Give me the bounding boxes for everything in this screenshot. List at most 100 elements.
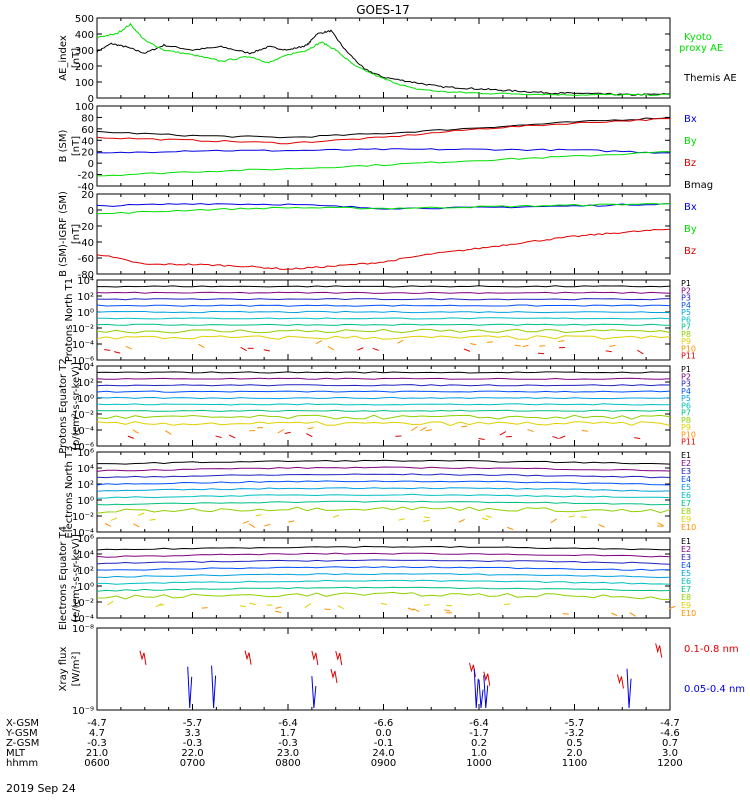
xray-segment bbox=[139, 650, 147, 665]
y-tick-label: 10⁴ bbox=[77, 464, 94, 475]
legend-label: E3 bbox=[681, 467, 691, 476]
channel-segment-p11 bbox=[357, 347, 364, 351]
y-tick-label: 10⁶ bbox=[77, 534, 94, 545]
y-tick-label: -40 bbox=[78, 182, 94, 193]
y-tick-label: 10⁻⁴ bbox=[72, 614, 94, 625]
y-axis-units: [e/(cm²-s-sr-keV)] bbox=[71, 534, 82, 622]
channel-segment-e10 bbox=[104, 522, 112, 527]
channel-segment-p10 bbox=[425, 429, 432, 432]
series-line-themis-ae bbox=[96, 29, 670, 96]
series-line-by bbox=[96, 203, 671, 215]
channel-segment-p10 bbox=[411, 426, 418, 431]
channel-line-e5 bbox=[96, 487, 671, 492]
channel-segment-e9 bbox=[304, 603, 312, 608]
axis-row-value: 0.2 bbox=[471, 738, 487, 749]
channel-segment-e9 bbox=[504, 603, 511, 605]
axis-row-value: 0.5 bbox=[567, 738, 583, 749]
channel-segment-e9 bbox=[485, 515, 492, 518]
y-tick-label: 40 bbox=[81, 136, 94, 147]
channel-segment-p10 bbox=[307, 426, 314, 430]
legend-label: P4 bbox=[681, 301, 691, 310]
channel-segment-e10 bbox=[669, 605, 676, 610]
panel-frame-ae bbox=[96, 17, 671, 99]
channel-segment-e9 bbox=[423, 604, 431, 606]
channel-segment-p11 bbox=[263, 349, 270, 352]
legend-label: proxy AE bbox=[679, 43, 723, 54]
channel-segment-p11 bbox=[499, 431, 507, 436]
channel-segment-p11 bbox=[104, 349, 111, 351]
channel-segment-p10 bbox=[469, 343, 477, 346]
axis-row-value: 4.7 bbox=[89, 728, 105, 739]
channel-segment-e10 bbox=[275, 606, 282, 609]
legend-label: E9 bbox=[681, 515, 691, 524]
legend-label: E8 bbox=[681, 507, 691, 516]
series-line-kyoto-proxy-ae bbox=[96, 22, 671, 97]
axis-row-value: 0700 bbox=[180, 758, 205, 769]
axis-row-value: -6.4 bbox=[278, 718, 298, 729]
axis-row-value: 21.0 bbox=[86, 748, 108, 759]
y-tick-label: 20 bbox=[81, 148, 94, 159]
channel-segment-p11 bbox=[395, 435, 402, 437]
y-axis-units: [p/(cm²-s-sr-keV)] bbox=[71, 362, 82, 450]
channel-line-p1 bbox=[97, 285, 671, 288]
channel-segment-e9 bbox=[138, 512, 145, 516]
legend-label: P3 bbox=[681, 380, 691, 389]
axis-row-value: -5.7 bbox=[565, 718, 585, 729]
legend-label: P8 bbox=[681, 330, 691, 339]
legend-label: E3 bbox=[681, 553, 691, 562]
legend-label: E7 bbox=[681, 585, 691, 594]
legend-label: P9 bbox=[681, 337, 691, 346]
channel-segment-p11 bbox=[634, 437, 641, 440]
xray-segment bbox=[616, 674, 624, 689]
channel-line-e8 bbox=[96, 506, 671, 514]
series-line-bz bbox=[96, 118, 670, 145]
axis-row-value: 22.0 bbox=[181, 748, 203, 759]
channel-segment-p11 bbox=[215, 435, 222, 438]
channel-segment-e10 bbox=[629, 612, 636, 617]
y-tick-label: 10⁴ bbox=[77, 276, 94, 287]
channel-line-p4 bbox=[96, 304, 671, 307]
y-tick-label: 10⁻² bbox=[72, 598, 94, 609]
axis-row-value: -4.6 bbox=[660, 728, 680, 739]
channel-segment-p11 bbox=[240, 346, 247, 352]
axis-row-label: Z-GSM bbox=[6, 738, 39, 749]
xray-segment bbox=[187, 666, 193, 709]
plot-title: GOES-17 bbox=[356, 3, 410, 17]
xray-segment bbox=[473, 668, 479, 709]
channel-line-p6 bbox=[96, 403, 670, 406]
y-tick-label: 10⁰ bbox=[77, 308, 94, 319]
channel-segment-p10 bbox=[164, 430, 172, 435]
channel-segment-p11 bbox=[478, 437, 485, 440]
channel-segment-e9 bbox=[149, 518, 156, 521]
y-axis-units: [nT] bbox=[71, 224, 82, 244]
y-tick-label: -20 bbox=[78, 222, 94, 233]
y-axis-units: [nT] bbox=[71, 48, 82, 68]
channel-segment-p10 bbox=[514, 344, 521, 347]
panel-frame-xray bbox=[96, 627, 671, 711]
xray-segment bbox=[626, 668, 632, 709]
legend-label: E10 bbox=[681, 523, 696, 532]
legend-label: P11 bbox=[681, 352, 696, 361]
legend-label: P1 bbox=[681, 365, 691, 374]
legend-label: E5 bbox=[681, 569, 691, 578]
axis-row-value: 3.0 bbox=[662, 748, 678, 759]
xray-segment bbox=[478, 679, 484, 709]
channel-segment-p11 bbox=[372, 347, 379, 351]
y-axis-units: [W/m²] bbox=[71, 651, 82, 686]
legend-label: Bx bbox=[684, 114, 697, 125]
legend-label: E5 bbox=[681, 483, 691, 492]
channel-segment-e9 bbox=[380, 602, 388, 606]
channel-segment-e10 bbox=[248, 523, 256, 528]
channel-segment-e10 bbox=[458, 518, 465, 523]
channel-line-p6 bbox=[97, 317, 671, 320]
axis-row-value: 0800 bbox=[275, 758, 300, 769]
series-line-bz bbox=[96, 228, 671, 270]
legend-label: E2 bbox=[681, 545, 691, 554]
channel-line-e1 bbox=[97, 459, 671, 465]
channel-line-e6 bbox=[97, 579, 671, 585]
y-tick-label: 200 bbox=[75, 62, 94, 73]
axis-row-value: 1.7 bbox=[280, 728, 296, 739]
channel-line-e2 bbox=[96, 552, 671, 558]
axis-row-value: 1200 bbox=[657, 758, 682, 769]
